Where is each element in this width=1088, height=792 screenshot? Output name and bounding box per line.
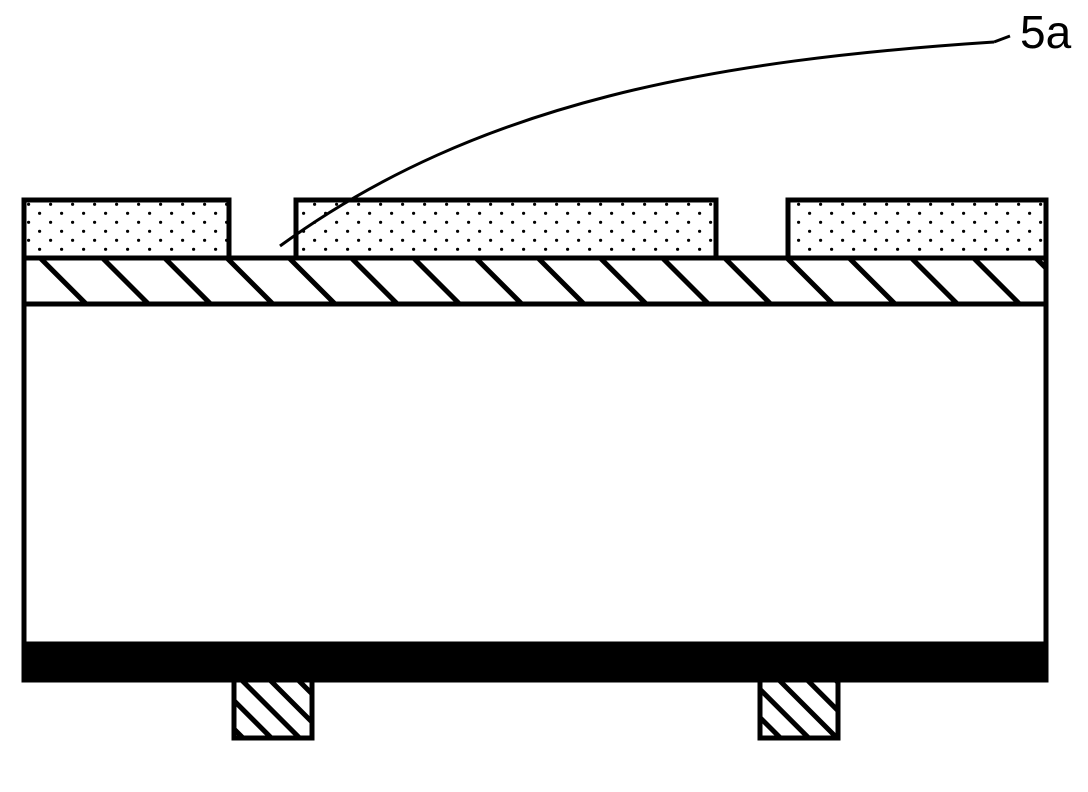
callout-label: 5a [1020, 6, 1072, 58]
label-tick [994, 36, 1010, 42]
dotted-segment [296, 200, 716, 258]
substrate-layer [24, 304, 1046, 644]
hatched-layer [24, 258, 1046, 304]
dotted-segment [24, 200, 229, 258]
diagram-canvas: 5a [0, 0, 1088, 792]
bottom-hatched-block [760, 680, 838, 738]
dotted-segment [788, 200, 1046, 258]
solid-black-layer [24, 644, 1046, 680]
bottom-hatched-block [234, 680, 312, 738]
